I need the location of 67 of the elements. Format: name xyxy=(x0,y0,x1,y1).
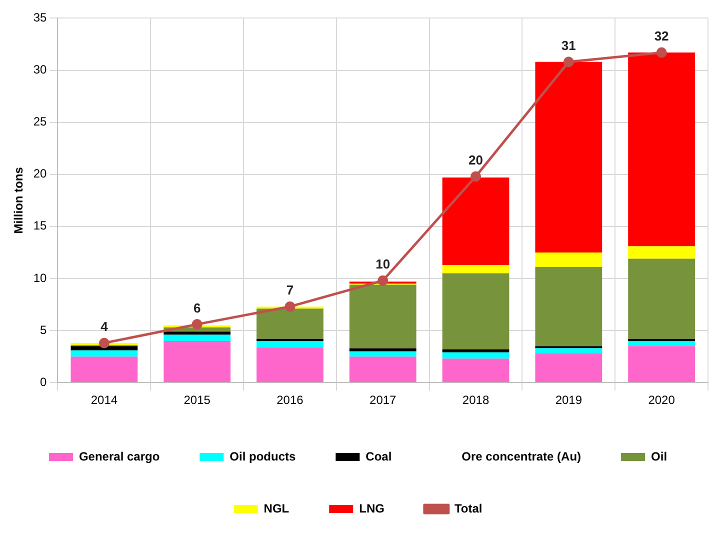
y-tick-label: 25 xyxy=(33,114,48,129)
bar xyxy=(349,351,416,357)
bar xyxy=(256,340,324,348)
y-tick-label: 35 xyxy=(33,10,48,25)
legend-label: Coal xyxy=(366,449,392,464)
bar xyxy=(164,334,231,341)
data-label: 10 xyxy=(376,256,390,272)
bar xyxy=(349,348,416,352)
legend-label: Total xyxy=(454,501,482,516)
y-tick-label: 15 xyxy=(33,218,48,233)
bar xyxy=(442,177,510,265)
x-tick-label: 2016 xyxy=(276,393,304,408)
point xyxy=(563,56,574,68)
data-label: 31 xyxy=(561,38,576,54)
bar xyxy=(70,350,138,357)
bar xyxy=(164,340,231,382)
y-tick-label: 5 xyxy=(40,322,48,337)
point xyxy=(470,171,482,182)
y-tick-label: 10 xyxy=(33,270,48,285)
x-tick-label: 2017 xyxy=(370,393,397,408)
bar xyxy=(349,284,416,348)
x-tick-label: 2020 xyxy=(648,393,676,408)
bar xyxy=(349,356,416,382)
y-axis-title: Million tons xyxy=(12,166,26,234)
point xyxy=(656,47,667,58)
point xyxy=(192,319,202,330)
x-tick-label: 2014 xyxy=(90,393,118,408)
legend-label: Oil poducts xyxy=(230,449,296,464)
bar xyxy=(70,346,138,350)
bar xyxy=(628,340,695,346)
data-label: 20 xyxy=(468,152,483,168)
point xyxy=(284,301,296,312)
bar xyxy=(628,246,695,259)
text: Ore concentrate (Au) xyxy=(462,449,582,464)
bar xyxy=(628,346,695,382)
bar xyxy=(256,308,324,339)
x-tick-label: 2019 xyxy=(555,393,582,408)
data-label: 6 xyxy=(193,300,201,316)
bar xyxy=(256,347,324,382)
y-tick-label: 20 xyxy=(33,166,48,181)
bar xyxy=(442,273,510,350)
data-label: 7 xyxy=(286,282,294,298)
legend-label: Oil xyxy=(651,449,668,464)
point xyxy=(378,275,388,286)
x-tick-label: 2015 xyxy=(184,393,211,408)
bar xyxy=(442,352,510,359)
y-tick-label: 30 xyxy=(33,62,48,77)
bar xyxy=(535,353,602,382)
bar xyxy=(442,264,510,274)
legend-label: LNG xyxy=(359,501,384,516)
bar xyxy=(70,356,138,382)
bar xyxy=(535,252,602,268)
data-label: 32 xyxy=(654,28,669,44)
bar xyxy=(535,348,602,354)
bar xyxy=(628,258,695,339)
bar xyxy=(628,52,695,246)
legend-label: NGL xyxy=(264,501,290,516)
data-label: 4 xyxy=(100,319,109,334)
bar xyxy=(164,332,231,335)
legend-label: General cargo xyxy=(78,449,160,464)
y-tick-label: 0 xyxy=(40,374,48,389)
x-tick-label: 2018 xyxy=(462,393,490,408)
bar xyxy=(442,349,510,352)
bar xyxy=(535,267,602,346)
point xyxy=(98,338,110,348)
bar xyxy=(442,358,510,382)
bar xyxy=(535,62,602,252)
